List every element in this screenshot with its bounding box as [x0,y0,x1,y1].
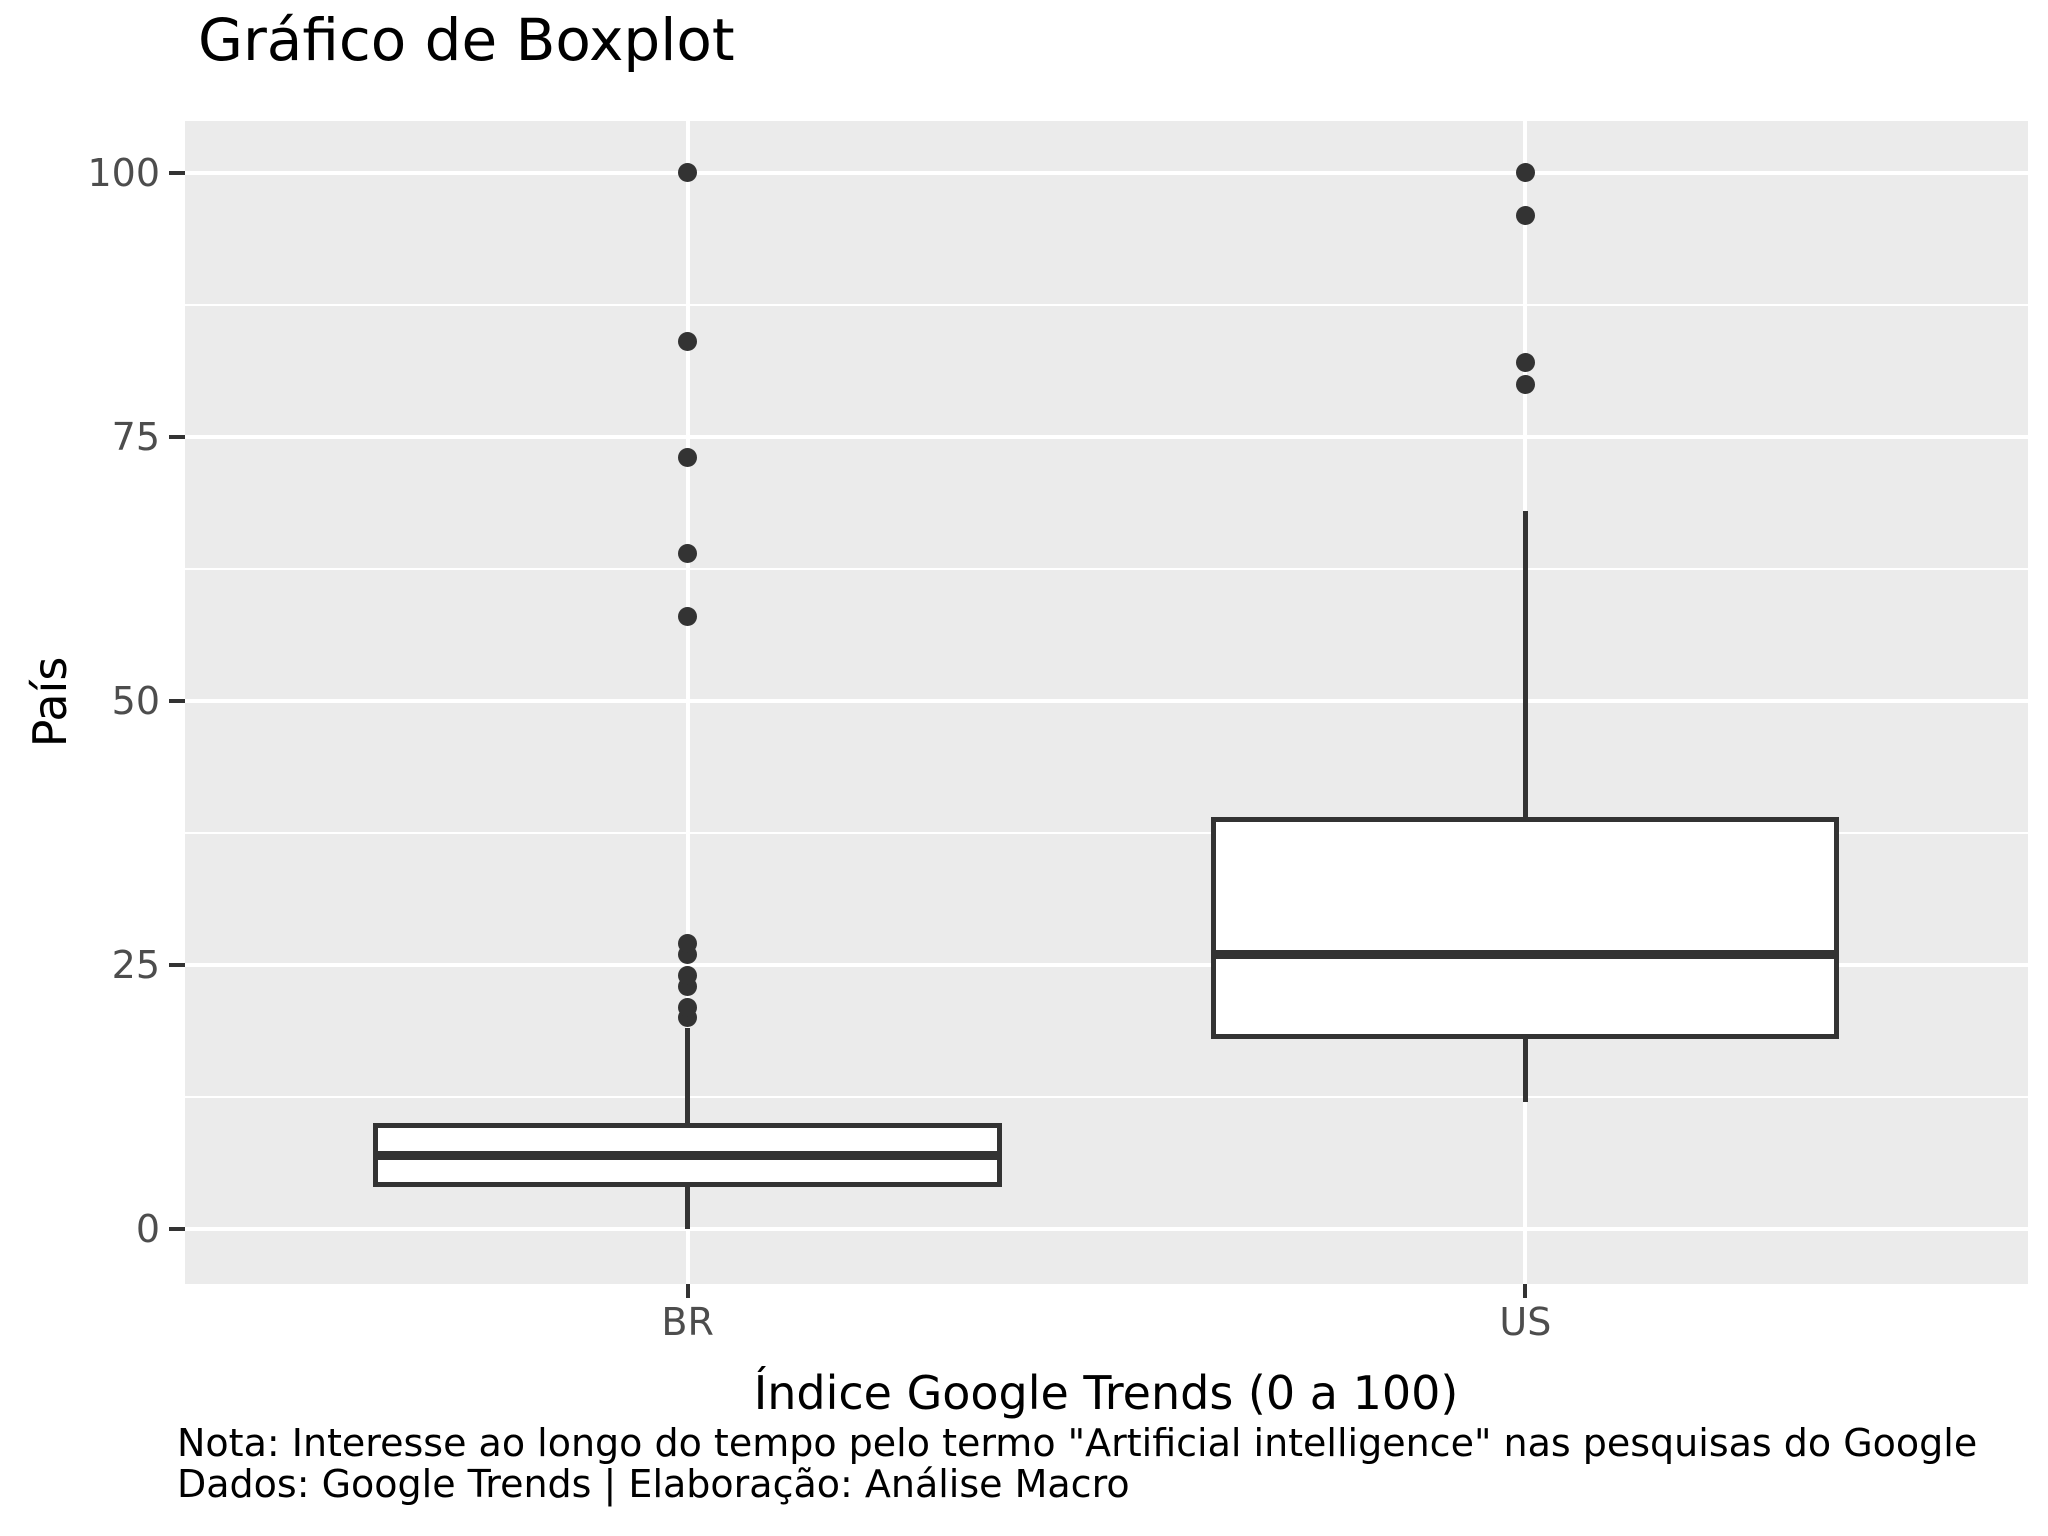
y-tick-label: 25 [111,942,160,987]
gridline-vertical [685,121,690,1284]
outlier-dot-br [678,606,698,626]
median-br [378,1150,997,1160]
outlier-dot-br [678,966,698,986]
gridline-major [185,434,2028,439]
x-tick-label-br: BR [661,1300,714,1344]
y-tick-label: 100 [87,150,160,195]
y-tick-label: 50 [111,678,160,723]
x-axis-title: Índice Google Trends (0 a 100) [753,1366,1459,1420]
outlier-dot-br [678,332,698,352]
y-tick-mark [169,1227,185,1232]
x-tick-label-us: US [1499,1300,1552,1344]
outlier-dot-br [678,163,698,183]
gridline-major [185,1227,2028,1232]
whisker-upper-br [685,1028,691,1124]
outlier-dot-us [1515,163,1535,183]
x-tick-mark [1523,1284,1528,1298]
gridline-minor [185,567,2028,570]
gridline-minor [185,1096,2028,1099]
caption-line-dados: Dados: Google Trends | Elaboração: Análi… [177,1462,1130,1506]
x-tick-mark [685,1284,690,1298]
median-us [1216,949,1835,959]
whisker-lower-br [685,1186,691,1230]
box-us [1211,817,1840,1039]
outlier-dot-br [678,997,698,1017]
outlier-dot-br [678,543,698,563]
plot-panel [185,121,2028,1284]
gridline-major [185,698,2028,703]
chart-caption: Nota: Interesse ao longo do tempo pelo t… [177,1423,1977,1505]
y-tick-mark [169,434,185,439]
y-tick-mark [169,698,185,703]
outlier-dot-us [1515,353,1535,373]
outlier-dot-us [1515,374,1535,394]
outlier-dot-us [1515,205,1535,225]
gridline-minor [185,831,2028,834]
y-tick-mark [169,170,185,175]
y-tick-label: 0 [135,1207,160,1252]
caption-line-nota: Nota: Interesse ao longo do tempo pelo t… [177,1421,1978,1465]
y-tick-mark [169,962,185,967]
whisker-lower-us [1522,1038,1528,1103]
gridline-major [185,170,2028,175]
gridline-minor [185,303,2028,306]
y-tick-label: 75 [111,414,160,459]
outlier-dot-br [678,934,698,954]
chart-title: Gráfico de Boxplot [198,6,735,74]
whisker-upper-us [1522,510,1528,818]
outlier-dot-br [678,448,698,468]
gridline-major [185,962,2028,967]
